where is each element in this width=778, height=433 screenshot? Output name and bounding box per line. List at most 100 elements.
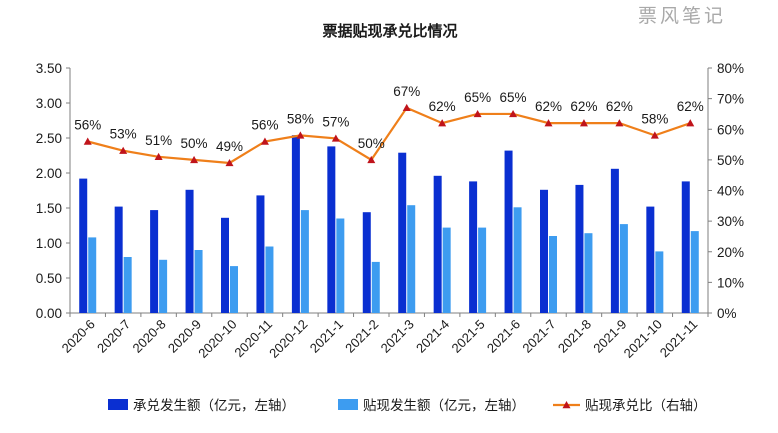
left-tick-label: 0.50 [36, 271, 62, 286]
bar-acceptance [681, 181, 690, 313]
ratio-point [260, 137, 269, 145]
ratio-data-label: 50% [181, 136, 208, 151]
bar-acceptance [540, 189, 548, 313]
bar-discount [690, 231, 699, 313]
left-tick-label: 1.00 [36, 236, 62, 251]
chart-title: 票据贴现承兑比情况 [322, 22, 457, 40]
x-tick-label: 2021-11 [657, 317, 701, 361]
bar-acceptance [221, 217, 229, 313]
bar-discount [442, 227, 451, 313]
bar-acceptance [362, 212, 371, 313]
ratio-line-path [87, 106, 691, 165]
left-tick-label: 1.50 [36, 201, 62, 216]
bar-discount [159, 259, 168, 313]
ratio-data-label: 62% [429, 99, 456, 114]
left-tick-label: 3.00 [36, 96, 62, 111]
ratio-point [650, 131, 659, 139]
legend-label-acceptance: 承兑发生额（亿元，左轴） [133, 398, 295, 414]
x-tick-label: 2020-12 [266, 317, 310, 361]
x-tick-label: 2020-10 [195, 317, 239, 361]
bar-acceptance [469, 181, 478, 313]
ratio-point [331, 134, 340, 142]
bar-discount [549, 236, 557, 313]
ratio-data-label: 62% [677, 99, 704, 114]
bar-acceptance [185, 189, 194, 313]
bar-discount [194, 250, 203, 313]
ratio-data-label: 62% [570, 99, 597, 114]
bar-acceptance [114, 206, 123, 313]
ratio-point [438, 119, 447, 127]
bar-acceptance [291, 135, 300, 313]
bar-acceptance [575, 184, 584, 313]
ratio-data-label: 53% [110, 127, 137, 142]
ratio-point [544, 119, 553, 127]
legend-swatch-ratio-marker [562, 401, 571, 409]
x-tick-label: 2021-2 [342, 317, 381, 356]
bar-acceptance [256, 195, 265, 313]
ratio-point [473, 109, 482, 118]
bar-acceptance [646, 206, 655, 313]
bar-discount [123, 257, 132, 313]
bar-discount [88, 237, 97, 313]
ratio-point [154, 152, 163, 161]
bar-discount [336, 218, 345, 313]
bar-discount [584, 233, 593, 313]
right-tick-label: 40% [717, 184, 744, 199]
bar-discount [655, 251, 664, 313]
right-tick-label: 0% [717, 306, 737, 321]
bar-discount [407, 205, 416, 313]
right-tick-label: 10% [717, 275, 744, 290]
ratio-data-label: 62% [606, 99, 633, 114]
bar-discount [300, 210, 309, 313]
ratio-data-label: 56% [251, 118, 278, 133]
ratio-point [579, 119, 588, 127]
left-tick-label: 3.50 [36, 61, 62, 76]
bar-discount [619, 224, 628, 313]
ratio-data-label: 67% [393, 84, 420, 99]
ratio-data-label: 58% [641, 111, 668, 126]
x-tick-label: 2021-8 [555, 317, 594, 356]
ratio-point [615, 119, 624, 127]
x-tick-label: 2021-10 [621, 317, 665, 361]
bar-acceptance [610, 168, 619, 313]
bar-discount [478, 227, 487, 313]
x-tick-label: 2020-7 [94, 317, 133, 356]
ratio-point [296, 131, 305, 139]
ratio-point [190, 155, 199, 164]
ratio-data-label: 65% [464, 90, 491, 105]
legend-swatch-acceptance [108, 399, 128, 410]
legend-label-ratio: 贴现承兑比（右轴） [585, 398, 707, 414]
right-tick-label: 50% [717, 153, 744, 168]
ratio-data-label: 51% [145, 133, 172, 148]
left-tick-label: 2.50 [36, 131, 62, 146]
right-tick-label: 70% [717, 92, 744, 107]
right-tick-label: 20% [717, 245, 744, 260]
ratio-data-label: 50% [358, 136, 385, 151]
ratio-point [509, 109, 518, 118]
ratio-point [225, 158, 234, 167]
x-tick-label: 2021-1 [307, 317, 346, 356]
ratio-data-label: 65% [500, 90, 527, 105]
x-tick-label: 2021-3 [378, 317, 417, 356]
bar-discount [230, 266, 238, 313]
left-tick-label: 2.00 [36, 166, 62, 181]
legend-label-discount: 贴现发生额（亿元，左轴） [363, 398, 525, 414]
bar-discount [371, 261, 380, 313]
left-tick-label: 0.00 [36, 306, 62, 321]
ratio-data-label: 49% [216, 139, 243, 154]
bar-acceptance [398, 152, 407, 313]
x-tick-label: 2021-6 [484, 317, 523, 356]
ratio-point [402, 103, 411, 112]
watermark-logo: 票风笔记 [638, 5, 726, 27]
ratio-data-label: 57% [322, 114, 349, 129]
bar-discount [265, 246, 274, 313]
right-tick-label: 30% [717, 214, 744, 229]
bar-discount [513, 207, 522, 313]
ratio-data-label: 58% [287, 111, 314, 126]
ratio-point [83, 137, 92, 145]
x-tick-label: 2021-4 [413, 317, 452, 356]
legend: 承兑发生额（亿元，左轴） 贴现发生额（亿元，左轴） 贴现承兑比（右轴） [108, 398, 707, 414]
x-tick-label: 2021-5 [448, 317, 487, 356]
ratio-line: 56% 53% 51% 50% 49% 56% 58% 57% 50% 67% 62% 65% 65% 6… [74, 84, 704, 167]
